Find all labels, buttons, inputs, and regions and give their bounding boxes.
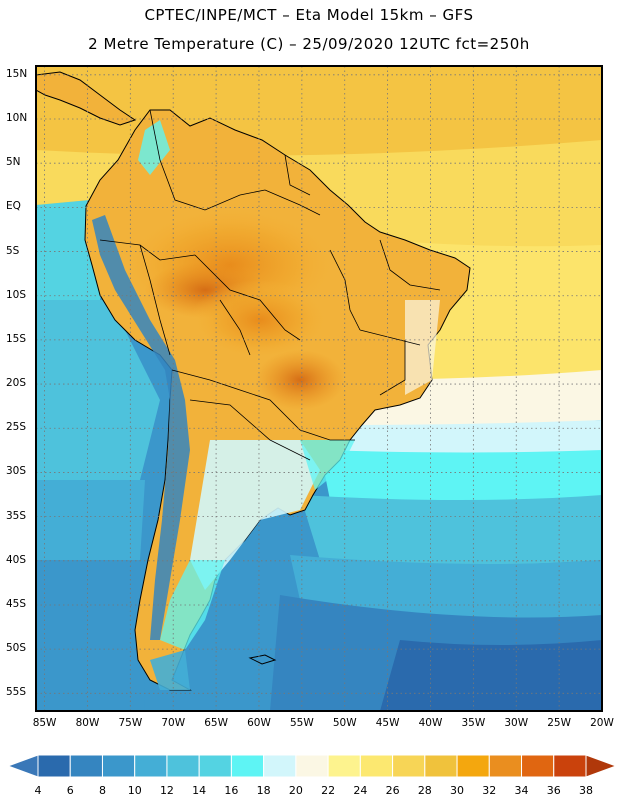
ocean-pacific-mid — [36, 300, 160, 480]
ocean-18c-band — [320, 450, 602, 503]
latitude-label: 35S — [6, 509, 27, 522]
colorbar-tick-label: 32 — [482, 784, 497, 797]
colorbar-tick-label: 6 — [66, 784, 74, 797]
colorbar-tick-label: 16 — [224, 784, 239, 797]
latitude-label: 30S — [6, 465, 27, 478]
colorbar-low-arrow — [6, 754, 39, 778]
ocean-20c-band — [330, 420, 602, 458]
colorbar-tick-label: 28 — [417, 784, 432, 797]
mato-grosso-warm-zone — [190, 280, 330, 360]
longitude-label: 75W — [118, 717, 143, 729]
latitude-label: 25S — [6, 421, 27, 434]
colorbar-swatch — [488, 754, 523, 778]
central-brazil-hot-zone — [255, 350, 345, 410]
country-borders — [99, 109, 441, 461]
colorbar-swatch — [424, 754, 458, 778]
latitude-label: 10N — [6, 112, 28, 124]
latitude-label: 10S — [6, 288, 27, 301]
colorbar-tick-label: 8 — [98, 784, 106, 797]
longitude-label: 25W — [547, 717, 571, 729]
colorbar-tick-label: 22 — [321, 784, 336, 797]
patagonia-cool — [160, 560, 225, 650]
ocean-14c-band — [290, 555, 602, 621]
colorbar-swatch — [166, 754, 200, 778]
colorbar-swatch — [456, 754, 490, 778]
colorbar-tick-label: 38 — [579, 784, 593, 797]
ocean-pacific-south — [36, 480, 145, 560]
latitude-label: 20S — [6, 377, 27, 390]
brazil-east-coast-mild — [405, 300, 440, 395]
central-america-landmass — [36, 71, 137, 126]
latitude-label: 15S — [6, 332, 27, 345]
latitude-label: 15N — [6, 67, 28, 80]
falkland-islands — [248, 654, 277, 665]
colorbar-swatch — [359, 754, 394, 778]
colorbar-tick-label: 20 — [288, 784, 303, 797]
map-frame — [35, 65, 603, 712]
longitude-label: 50W — [332, 717, 357, 729]
colorbar-tick-label: 10 — [127, 784, 142, 797]
latitude-label: 45S — [6, 597, 27, 610]
colorbar-swatch — [392, 754, 426, 778]
temperature-field — [36, 66, 602, 711]
colorbar-tick-label: 30 — [450, 784, 465, 797]
venezuelan-andes-cool — [138, 120, 170, 175]
colorbar-tick-label: 12 — [159, 784, 174, 797]
latitude-label: EQ — [6, 200, 21, 213]
longitude-label: 40W — [418, 717, 443, 729]
colorbar-swatch — [521, 754, 555, 778]
tierra-del-fuego-cold — [150, 650, 190, 690]
colorbar-high-arrow — [585, 754, 618, 778]
colorbar-swatch — [327, 754, 361, 778]
colorbar-swatch — [134, 754, 168, 778]
colorbar-tick-label: 14 — [192, 784, 207, 797]
longitude-label: 60W — [247, 717, 271, 729]
colorbar-tick-label: 4 — [34, 784, 42, 797]
latitude-label: 50S — [6, 642, 27, 655]
colorbar-tick-label: 34 — [514, 784, 529, 797]
longitude-label: 85W — [32, 717, 57, 729]
map-title-line-2: 2 Metre Temperature (C) – 25/09/2020 12U… — [88, 35, 530, 53]
longitude-label: 55W — [289, 717, 314, 729]
colorbar-swatch — [101, 754, 136, 778]
map-title-line-1: CPTEC/INPE/MCT – Eta Model 15km – GFS — [144, 6, 474, 24]
longitude-label: 30W — [504, 717, 529, 729]
latitude-label: 40S — [6, 553, 27, 566]
ocean-pacific-far-south — [36, 560, 145, 711]
longitude-label: 35W — [461, 717, 486, 729]
colorbar-swatch — [553, 754, 587, 778]
longitude-label: 70W — [161, 717, 186, 729]
colorbar-swatch — [198, 754, 232, 778]
latitude-label: 5N — [6, 156, 21, 169]
ocean-coldest-band — [380, 640, 602, 711]
colorbar-swatch — [69, 754, 103, 778]
colorbar-tick-label: 26 — [385, 784, 400, 797]
colorbar-tick-label: 18 — [256, 784, 271, 797]
ocean-16c-band — [300, 495, 602, 565]
colorbar-swatch — [263, 754, 297, 778]
colorbar-swatch — [295, 754, 329, 778]
southern-brazil-cool — [300, 440, 355, 490]
colorbar-tick-label: 24 — [353, 784, 368, 797]
latitude-label: 5S — [6, 244, 20, 257]
longitude-label: 80W — [75, 717, 100, 729]
colorbar — [6, 754, 618, 778]
colorbar-swatch — [37, 754, 71, 778]
colorbar-swatch — [230, 754, 265, 778]
longitude-label: 65W — [204, 717, 228, 729]
longitude-label: 20W — [590, 717, 614, 729]
andes-cold-strip — [92, 215, 190, 640]
longitude-label: 45W — [375, 717, 400, 729]
colorbar-tick-label: 36 — [546, 784, 561, 797]
pampas-cool-zone — [190, 440, 320, 590]
latitude-label: 55S — [6, 686, 27, 699]
